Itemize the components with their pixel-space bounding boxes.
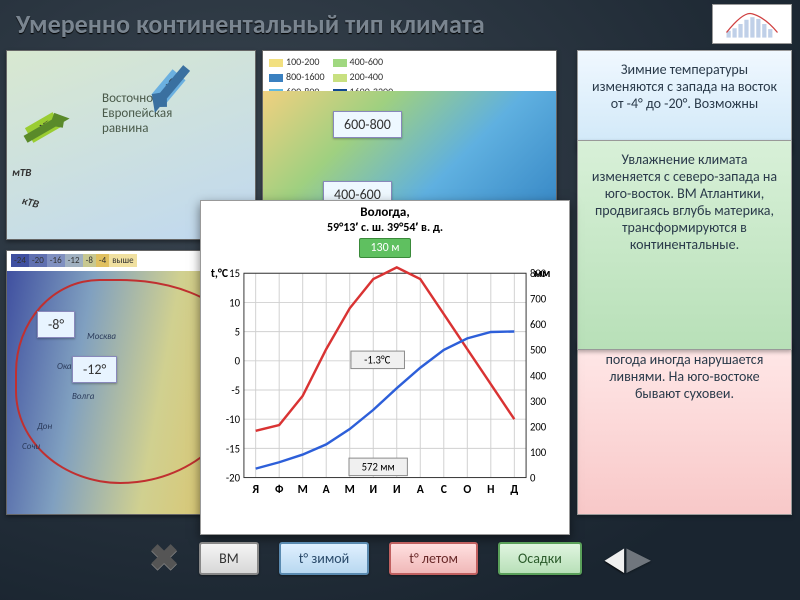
svg-text:400: 400 bbox=[530, 369, 547, 382]
precip-button[interactable]: Осадки bbox=[498, 542, 582, 575]
temp-tag-a: -8° bbox=[37, 311, 75, 338]
svg-text:500: 500 bbox=[530, 344, 547, 357]
river-don: Дон bbox=[37, 421, 52, 432]
svg-text:0: 0 bbox=[235, 355, 241, 368]
climate-diagram-icon bbox=[712, 4, 792, 44]
t-winter-button[interactable]: t° зимой bbox=[279, 542, 370, 575]
climograph-panel: Вологда, 59°13′ с. ш. 39°54′ в. д. 130 м… bbox=[200, 200, 570, 535]
page-title: Умеренно континентальный тип климата bbox=[16, 8, 485, 40]
svg-text:Д: Д bbox=[510, 483, 518, 497]
svg-text:-20: -20 bbox=[226, 471, 241, 484]
climograph-coords: 59°13′ с. ш. 39°54′ в. д. bbox=[205, 220, 565, 235]
climograph-plot: 151050-5-10-15-2080070060050040030020010… bbox=[205, 260, 565, 520]
svg-text:А: А bbox=[417, 483, 425, 497]
svg-text:t,°C: t,°C bbox=[211, 267, 229, 281]
prev-next-icon[interactable]: ◀▶ bbox=[602, 539, 651, 578]
river-volga: Волга bbox=[72, 391, 94, 402]
svg-text:600: 600 bbox=[530, 318, 547, 331]
svg-text:5: 5 bbox=[235, 326, 240, 339]
nav-bar: ✖ ВМ t° зимой t° летом Осадки ◀▶ bbox=[0, 536, 800, 580]
svg-text:М: М bbox=[298, 483, 308, 497]
arrow-mav: мАВ bbox=[153, 71, 184, 104]
temp-scale: -24-20-16-12-8-4выше bbox=[11, 255, 137, 266]
svg-text:100: 100 bbox=[530, 446, 547, 459]
humidity-text: Увлажнение климата изменяется с северо-з… bbox=[577, 140, 792, 350]
svg-text:200: 200 bbox=[530, 420, 547, 433]
svg-text:Я: Я bbox=[251, 483, 259, 497]
river-oka: Ока bbox=[57, 361, 72, 372]
svg-text:И: И bbox=[393, 483, 401, 497]
close-icon[interactable]: ✖ bbox=[149, 536, 179, 580]
winter-text: Зимние температуры изменяются с запада н… bbox=[577, 50, 792, 150]
city-sochi: Сочи bbox=[22, 441, 40, 452]
svg-text:Н: Н bbox=[487, 483, 494, 497]
svg-text:-15: -15 bbox=[226, 442, 240, 455]
vm-button[interactable]: ВМ bbox=[199, 542, 259, 575]
city-moskva: Москва bbox=[87, 331, 116, 342]
svg-text:700: 700 bbox=[530, 293, 547, 306]
arrow-mtv: мТВ bbox=[12, 166, 31, 179]
altitude-badge: 130 м bbox=[359, 238, 410, 258]
svg-text:-5: -5 bbox=[231, 384, 240, 397]
precip-tag-1: 600-800 bbox=[333, 111, 402, 138]
svg-text:-1.3°C: -1.3°C bbox=[364, 354, 390, 367]
svg-text:И: И bbox=[369, 483, 377, 497]
arrow-muv: мУВ bbox=[26, 114, 60, 141]
climograph-city: Вологда, bbox=[205, 205, 565, 220]
svg-text:0: 0 bbox=[530, 471, 536, 484]
svg-text:А: А bbox=[323, 483, 331, 497]
svg-text:572 мм: 572 мм bbox=[362, 461, 395, 474]
svg-text:Ф: Ф bbox=[275, 483, 284, 497]
svg-text:М: М bbox=[345, 483, 355, 497]
svg-text:О: О bbox=[463, 483, 471, 497]
svg-text:С: С bbox=[441, 483, 448, 497]
temp-tag-b: -12° bbox=[72, 356, 117, 383]
svg-text:-10: -10 bbox=[226, 413, 241, 426]
arrow-ktv: кТВ bbox=[21, 194, 41, 211]
svg-text:10: 10 bbox=[229, 296, 240, 309]
svg-text:мм: мм bbox=[534, 267, 551, 281]
svg-text:15: 15 bbox=[229, 267, 240, 280]
summer-text: погода иногда нарушается ливнями. На юго… bbox=[577, 340, 792, 515]
t-summer-button[interactable]: t° летом bbox=[389, 542, 478, 575]
svg-text:300: 300 bbox=[530, 395, 547, 408]
